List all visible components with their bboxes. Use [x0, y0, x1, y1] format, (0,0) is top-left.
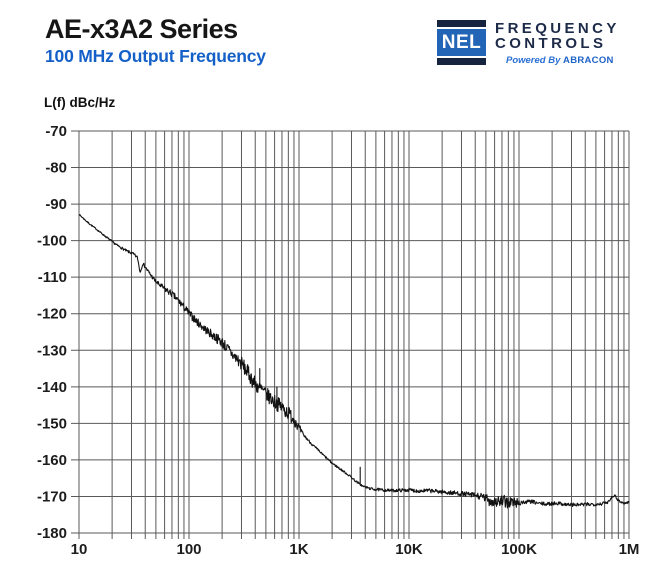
powered-by-text: Powered By	[506, 55, 561, 66]
y-tick-label: -110	[38, 269, 67, 286]
y-tick-label: -130	[37, 342, 67, 359]
y-tick-label: -160	[37, 452, 67, 469]
logo-word-controls: CONTROLS	[495, 35, 607, 52]
x-tick-label: 10K	[395, 541, 423, 558]
y-tick-label: -90	[45, 196, 67, 213]
y-tick-label: -150	[37, 415, 67, 432]
y-tick-label: -100	[37, 233, 67, 250]
nel-frequency-controls-logo: NEL FREQUENCY CONTROLS Powered By ABRACO…	[437, 20, 620, 66]
nel-text: NEL	[441, 31, 482, 53]
powered-by-abracon: Powered By ABRACON	[506, 55, 620, 66]
x-tick-label: 1M	[619, 541, 640, 558]
x-tick-label: 10	[71, 541, 88, 558]
logo-wordmark: FREQUENCY CONTROLS Powered By ABRACON	[495, 20, 620, 66]
y-tick-label: -80	[45, 160, 67, 177]
nel-logo-mark: NEL	[437, 20, 486, 65]
abracon-text: ABRACON	[563, 55, 614, 66]
nel-box: NEL	[437, 29, 486, 56]
y-tick-label: -70	[45, 123, 67, 140]
y-tick-label: -140	[37, 379, 67, 396]
logo-bottom-bar	[437, 58, 486, 65]
logo-word-frequency: FREQUENCY	[495, 20, 620, 37]
phase-noise-curve	[78, 214, 630, 509]
x-tick-label: 1K	[289, 541, 308, 558]
y-axis-title: L(f) dBc/Hz	[44, 95, 116, 110]
page-title: AE-x3A2 Series	[45, 14, 238, 44]
page-subtitle: 100 MHz Output Frequency	[45, 46, 266, 66]
header: AE-x3A2 Series 100 MHz Output Frequency	[45, 14, 266, 67]
y-tick-label: -180	[37, 525, 67, 542]
logo-top-bar	[437, 20, 486, 27]
x-tick-label: 100	[176, 541, 201, 558]
y-tick-label: -170	[37, 488, 67, 505]
y-tick-label: -120	[37, 306, 67, 323]
x-tick-label: 100K	[501, 541, 537, 558]
